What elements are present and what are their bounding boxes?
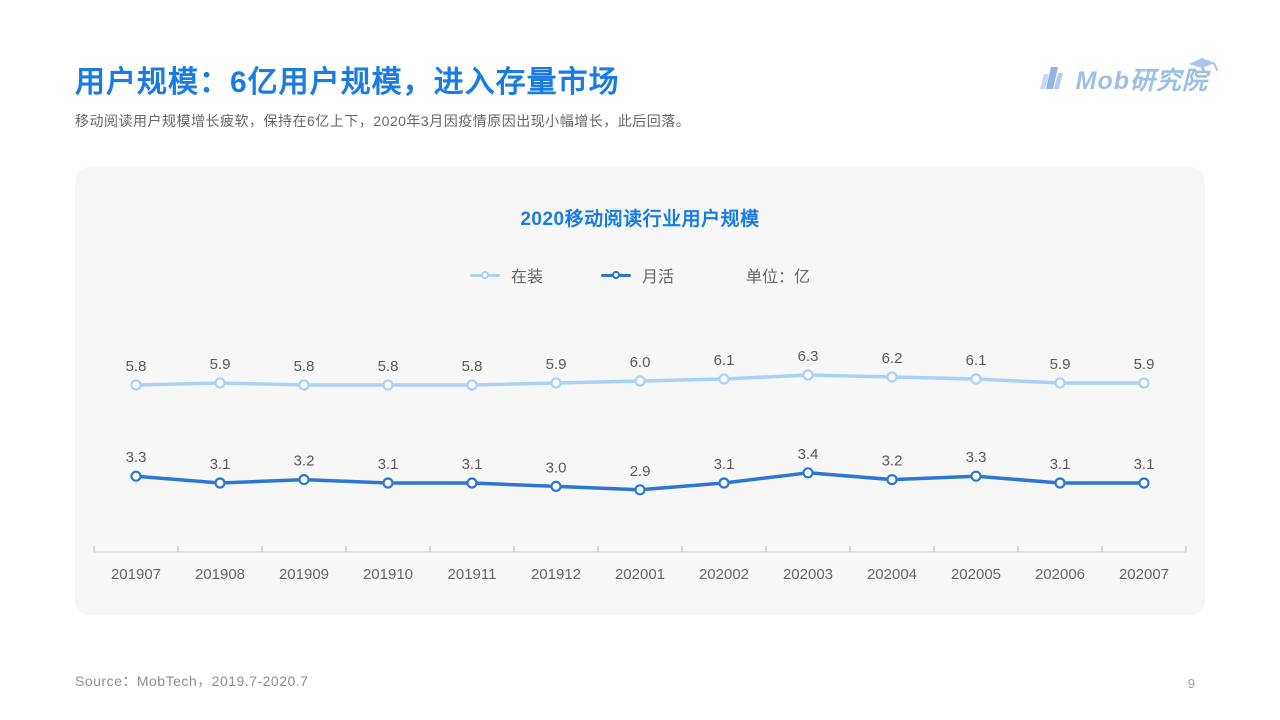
data-label: 5.8	[294, 358, 315, 375]
monthly-active-series-marker	[600, 271, 631, 279]
data-label: 6.1	[966, 352, 987, 369]
x-axis-label: 201912	[531, 566, 581, 583]
unit-label: 单位：亿	[746, 269, 811, 286]
data-label: 3.1	[714, 456, 735, 473]
data-point	[970, 373, 982, 385]
data-point	[466, 477, 478, 489]
legend-label-installed: 在装	[510, 269, 543, 286]
x-axis-label: 202003	[783, 566, 833, 583]
data-label: 5.9	[1050, 356, 1071, 373]
data-point	[214, 477, 226, 489]
data-point	[1054, 477, 1066, 489]
data-label: 3.4	[798, 446, 819, 463]
page-title: 用户规模：6亿用户规模，进入存量市场	[75, 66, 620, 99]
data-point	[130, 470, 142, 482]
data-label: 5.9	[210, 356, 231, 373]
x-axis-label: 201910	[363, 566, 413, 583]
data-label: 5.8	[378, 358, 399, 375]
x-axis-label: 202005	[951, 566, 1001, 583]
data-label: 3.1	[378, 456, 399, 473]
x-axis-label: 202004	[867, 566, 917, 583]
data-point	[970, 470, 982, 482]
page-subtitle: 移动阅读用户规模增长疲软，保持在6亿上下，2020年3月因疫情原因出现小幅增长，…	[75, 113, 691, 129]
mob-research-logo: Mob研究院	[1037, 57, 1218, 97]
data-point	[550, 377, 562, 389]
building-icon	[1037, 60, 1069, 97]
x-axis-label: 201908	[195, 566, 245, 583]
data-point	[550, 480, 562, 492]
data-label: 3.2	[882, 453, 903, 470]
data-label: 6.0	[630, 354, 651, 371]
data-point	[298, 379, 310, 391]
data-point	[466, 379, 478, 391]
line-chart: 201907 201908 201909 201910 201911 201912 2020…	[93, 348, 1187, 583]
data-point	[382, 477, 394, 489]
x-axis-label: 201907	[111, 566, 161, 583]
data-point	[130, 379, 142, 391]
x-axis-label: 201909	[279, 566, 329, 583]
chart-card: 2020移动阅读行业用户规模 在装 月活 单位：亿 201907 201908 20…	[75, 167, 1205, 615]
data-point	[214, 377, 226, 389]
legend-item-monthly-active[interactable]: 月活	[600, 263, 674, 287]
data-label: 3.1	[1050, 456, 1071, 473]
data-label: 3.3	[966, 449, 987, 466]
data-point	[718, 373, 730, 385]
data-label: 3.1	[210, 456, 231, 473]
data-point	[1138, 377, 1150, 389]
installed-series-marker	[469, 271, 500, 279]
x-axis-label: 201911	[448, 566, 497, 583]
data-label: 5.8	[126, 358, 147, 375]
data-point	[382, 379, 394, 391]
data-point	[1138, 477, 1150, 489]
x-axis-label: 202007	[1119, 566, 1169, 583]
data-label: 5.9	[1134, 356, 1155, 373]
data-label: 3.1	[1134, 456, 1155, 473]
data-label: 5.9	[546, 356, 567, 373]
data-label: 3.3	[126, 449, 147, 466]
data-point	[298, 474, 310, 486]
page-number: 9	[1187, 676, 1195, 691]
graduation-cap-icon	[1188, 50, 1218, 79]
data-label: 2.9	[630, 463, 651, 480]
data-point	[886, 474, 898, 486]
x-axis-label: 202001	[615, 566, 665, 583]
chart-legend: 在装 月活 单位：亿	[75, 263, 1205, 287]
data-label: 3.2	[294, 453, 315, 470]
source-note: Source：MobTech，2019.7-2020.7	[75, 673, 309, 689]
logo-text: Mob研究院	[1076, 57, 1218, 97]
legend-item-installed[interactable]: 在装	[469, 263, 543, 287]
chart-title: 2020移动阅读行业用户规模	[520, 209, 760, 230]
data-label: 6.1	[714, 352, 735, 369]
data-label: 3.0	[546, 459, 567, 476]
x-axis-label: 202006	[1035, 566, 1085, 583]
data-label: 6.2	[882, 350, 903, 367]
data-point	[1054, 377, 1066, 389]
data-point	[802, 467, 814, 479]
data-point	[718, 477, 730, 489]
legend-label-monthly-active: 月活	[641, 269, 674, 286]
x-axis-label: 202002	[699, 566, 749, 583]
data-label: 5.8	[462, 358, 483, 375]
data-point	[802, 369, 814, 381]
data-point	[634, 375, 646, 387]
data-point	[634, 484, 646, 496]
data-label: 6.3	[798, 348, 819, 365]
data-label: 3.1	[462, 456, 483, 473]
data-point	[886, 371, 898, 383]
